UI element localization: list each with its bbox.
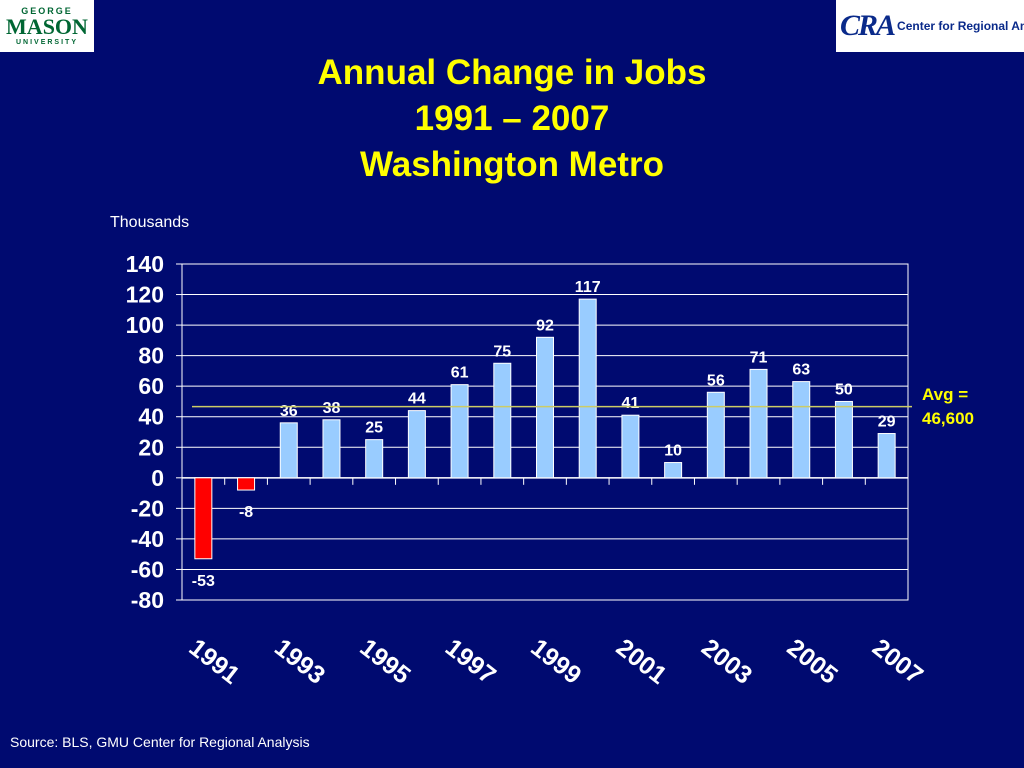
x-tick-label-1999: 1999 [525, 633, 586, 689]
x-tick-label-2003: 2003 [696, 633, 757, 689]
bar-1994 [322, 419, 341, 479]
bar-2005 [792, 381, 811, 479]
chart-title-line-2: 1991 – 2007 [414, 99, 610, 138]
bar-2000 [578, 298, 597, 479]
bar-1991 [194, 477, 213, 560]
data-label-2007: 29 [878, 414, 896, 431]
y-tick-label: 0 [151, 465, 164, 491]
plot-frame [181, 263, 909, 601]
bar-1997 [450, 384, 469, 479]
bar-2003 [706, 391, 725, 479]
data-label-1993: 36 [280, 403, 298, 420]
bar-1992 [237, 477, 256, 491]
data-label-1998: 75 [493, 343, 511, 360]
bar-1993 [279, 422, 298, 479]
y-tick-label: 80 [138, 343, 164, 369]
y-tick-label: 140 [126, 251, 164, 277]
y-tick-label: -40 [131, 526, 164, 552]
x-tick-label-1993: 1993 [269, 633, 330, 689]
y-tick-label: -20 [131, 495, 164, 521]
bar-2004 [749, 368, 768, 479]
data-label-1999: 92 [536, 317, 554, 334]
data-label-2004: 71 [750, 349, 768, 366]
gmu-logo-line3: UNIVERSITY [15, 38, 78, 46]
bar-2002 [664, 462, 683, 479]
gmu-logo: GEORGE MASON UNIVERSITY [0, 0, 94, 52]
x-tick-label-2007: 2007 [867, 633, 928, 689]
y-tick-label: 120 [126, 282, 164, 308]
y-tick-label: 100 [126, 312, 164, 338]
data-label-2005: 63 [792, 362, 810, 379]
bar-1995 [365, 439, 384, 479]
x-tick-label-2001: 2001 [611, 633, 672, 689]
average-label-line-2: 46,600 [922, 409, 974, 428]
average-label: Avg = 46,600 [922, 383, 974, 431]
gmu-logo-line1: GEORGE [21, 5, 73, 16]
y-tick-label: 20 [138, 434, 164, 460]
data-label-1996: 44 [408, 391, 426, 408]
chart-title-line-3: Washington Metro [360, 145, 664, 184]
x-tick-label-1995: 1995 [355, 633, 416, 689]
data-label-1994: 38 [323, 400, 341, 417]
x-tick-label-1997: 1997 [440, 633, 501, 689]
cra-logo-mark: CRA [840, 9, 896, 42]
data-label-2006: 50 [835, 381, 853, 398]
x-tick-label-2005: 2005 [782, 633, 843, 689]
average-label-line-1: Avg = [922, 385, 969, 404]
data-label-1995: 25 [365, 420, 383, 437]
data-label-1997: 61 [451, 365, 469, 382]
data-label-2001: 41 [622, 395, 640, 412]
y-tick-label: -80 [131, 587, 164, 613]
bar-2007 [877, 433, 896, 479]
unit-label: Thousands [110, 214, 190, 231]
data-label-2002: 10 [664, 443, 682, 460]
source-note: Source: BLS, GMU Center for Regional Ana… [10, 734, 310, 750]
bar-2006 [834, 400, 853, 479]
y-tick-label: 40 [138, 404, 164, 430]
data-label-1992: -8 [239, 504, 253, 521]
data-label-1991: -53 [192, 573, 215, 590]
gmu-logo-line2: MASON [6, 13, 88, 39]
cra-logo-text: Center for Regional Analysis [897, 19, 1024, 33]
data-label-2000: 117 [575, 279, 601, 296]
cra-logo: CRA Center for Regional Analysis [836, 0, 1024, 52]
bar-1996 [407, 410, 426, 479]
bar-1999 [536, 336, 554, 479]
x-tick-label-1991: 1991 [184, 633, 245, 689]
y-tick-label: -60 [131, 556, 164, 582]
data-label-2003: 56 [707, 372, 725, 389]
chart-title-line-1: Annual Change in Jobs [317, 53, 707, 92]
bar-1998 [493, 362, 512, 479]
bar-2001 [621, 414, 640, 479]
y-tick-label: 60 [138, 373, 164, 399]
chart-title: Annual Change in Jobs 1991 – 2007 Washin… [0, 50, 1024, 188]
